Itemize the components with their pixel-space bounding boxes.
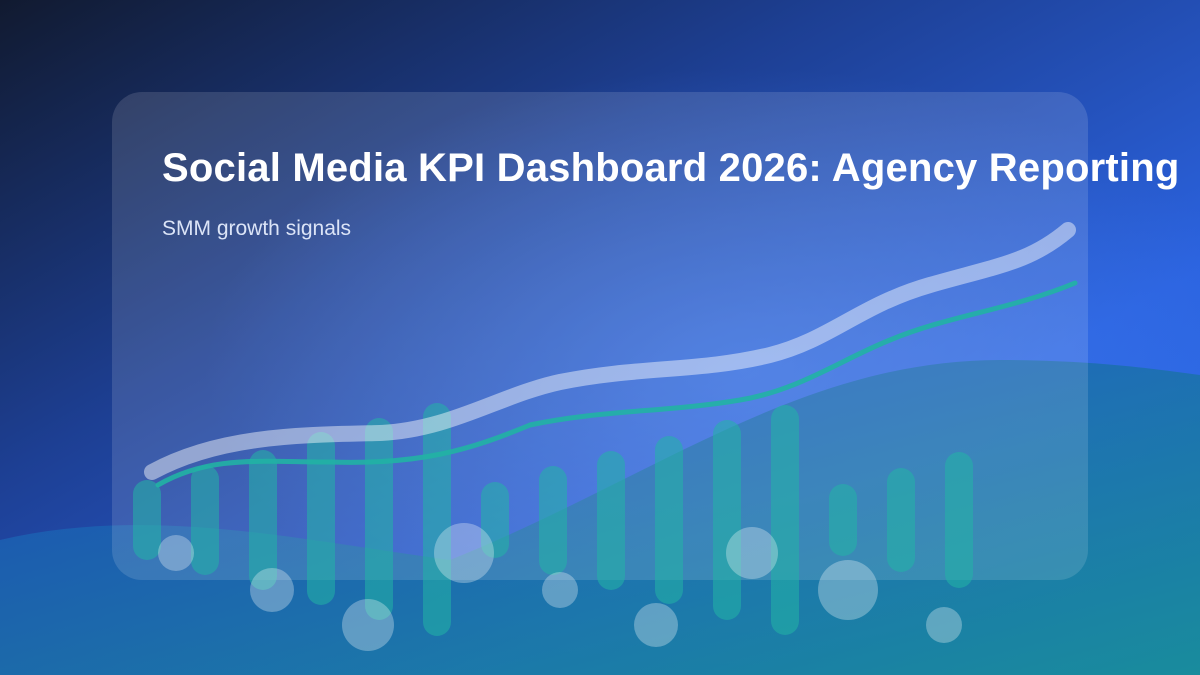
trend-line-light <box>144 222 1076 480</box>
card <box>112 92 1088 580</box>
bubbles <box>158 523 962 651</box>
bars <box>133 403 973 636</box>
title: Social Media KPI Dashboard 2026: Agency … <box>162 146 1180 190</box>
subtitle: SMM growth signals <box>162 217 352 240</box>
trend-line-teal <box>155 280 1078 488</box>
